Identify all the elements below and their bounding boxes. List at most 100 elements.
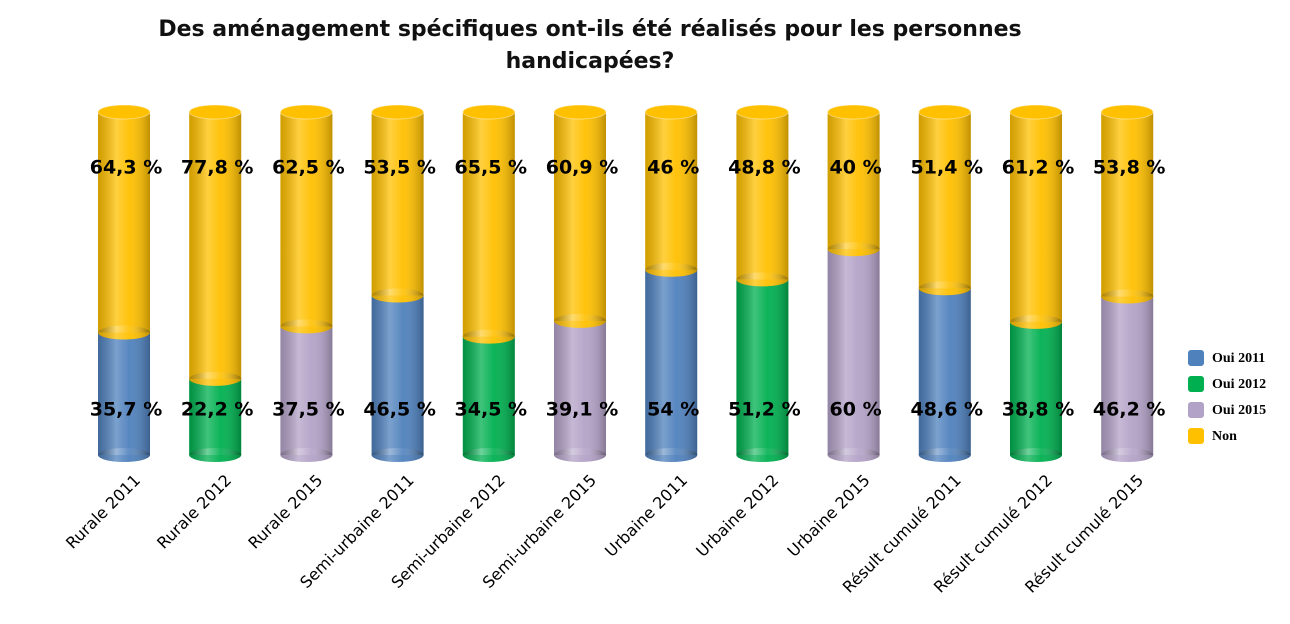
bar-segment [1100, 104, 1154, 304]
value-label: 39,1 % [546, 399, 619, 421]
bar-segment [735, 104, 789, 287]
value-label: 51,4 % [911, 157, 984, 179]
bar-segment [645, 269, 698, 462]
value-label: 62,5 % [272, 157, 345, 179]
x-tick-label: Urbaine 2011 [601, 471, 691, 561]
bar-segment [371, 295, 424, 462]
bar-segment [554, 320, 606, 462]
segment-shade [462, 112, 515, 337]
segment-bottom-shade [280, 448, 333, 462]
segment-shade [1010, 321, 1062, 455]
segment-shade [918, 112, 971, 289]
legend-swatch [1188, 350, 1204, 366]
segment-shade [827, 112, 880, 250]
x-tick-label: Rurale 2011 [62, 471, 144, 553]
segment-shade [1010, 112, 1062, 322]
segment-top [644, 104, 698, 120]
segment-bottom-shade [98, 325, 150, 340]
x-tick-label: Urbaine 2012 [692, 471, 782, 561]
bar-segment [189, 378, 242, 462]
segment-bottom-shade [736, 448, 789, 462]
bar-segment [827, 104, 881, 257]
value-label: 34,5 % [455, 399, 528, 421]
bar-segment [553, 104, 607, 328]
segment-top [918, 104, 972, 120]
x-tick-label: Rurale 2015 [244, 471, 326, 553]
segment-top [279, 104, 333, 120]
value-label: 61,2 % [1002, 157, 1075, 179]
value-label: 60,9 % [546, 157, 619, 179]
segment-shade [462, 336, 515, 455]
segment-bottom-shade [189, 448, 242, 462]
segment-bottom-shade [554, 448, 606, 462]
value-label: 54 % [647, 399, 699, 421]
segment-shade [280, 326, 333, 455]
x-tick-label: Rurale 2012 [153, 471, 235, 553]
segment-bottom-shade [371, 448, 424, 462]
segment-shade [918, 288, 971, 455]
segment-top [1100, 104, 1154, 120]
value-label: 35,7 % [90, 399, 163, 421]
segment-bottom-shade [1010, 448, 1062, 462]
segment-shade [189, 112, 242, 379]
segment-top [371, 104, 425, 120]
bar-segment [279, 104, 333, 334]
value-label: 53,8 % [1093, 157, 1166, 179]
x-tick-label: Urbaine 2015 [783, 471, 873, 561]
value-label: 46 % [647, 157, 699, 179]
segment-shade [736, 279, 789, 455]
segment-bottom-shade [827, 448, 880, 462]
segment-bottom-shade [645, 448, 698, 462]
segment-bottom-shade [462, 329, 515, 344]
segment-shade [98, 332, 150, 455]
segment-shade [98, 112, 150, 333]
segment-shade [736, 112, 789, 280]
bar-segment [918, 104, 972, 296]
segment-shade [554, 112, 606, 321]
bar-segment [462, 336, 515, 462]
value-label: 60 % [830, 399, 882, 421]
bar-segment [644, 104, 698, 277]
segment-bottom-shade [645, 262, 698, 277]
bar-segment [827, 249, 880, 462]
value-label: 46,2 % [1093, 399, 1166, 421]
segment-bottom-shade [462, 448, 515, 462]
segment-shade [371, 295, 424, 455]
segment-bottom-shade [1010, 314, 1062, 329]
value-label: 77,8 % [181, 157, 254, 179]
value-label: 64,3 % [90, 157, 163, 179]
segment-shade [280, 112, 333, 327]
value-label: 48,6 % [911, 399, 984, 421]
segment-shade [1101, 112, 1154, 297]
segment-bottom-shade [736, 272, 789, 287]
value-label: 38,8 % [1002, 399, 1075, 421]
bar-segment [188, 104, 242, 386]
legend-swatch [1188, 402, 1204, 418]
segment-bottom-shade [554, 313, 606, 328]
segment-bottom-shade [280, 319, 333, 334]
value-label: 48,8 % [728, 157, 801, 179]
segment-top [462, 104, 516, 120]
segment-top [553, 104, 607, 120]
value-label: 46,5 % [363, 399, 436, 421]
value-label: 53,5 % [363, 157, 436, 179]
bar-segment [1101, 296, 1154, 462]
chart-title: Des aménagement spécifiques ont-ils été … [158, 17, 1022, 74]
segment-bottom-shade [827, 242, 880, 257]
bar-segment [98, 332, 150, 462]
legend-label: Oui 2012 [1212, 377, 1266, 392]
segment-shade [189, 378, 242, 455]
value-label: 22,2 % [181, 399, 254, 421]
bar-segment [918, 288, 971, 462]
bar-segment [1010, 321, 1062, 462]
segment-top [188, 104, 242, 120]
legend-swatch [1188, 376, 1204, 392]
segment-shade [371, 112, 424, 296]
segment-top [827, 104, 881, 120]
value-label: 40 % [830, 157, 882, 179]
bar-segment [462, 104, 516, 344]
bar-segment [371, 104, 425, 303]
segment-bottom-shade [1101, 289, 1154, 304]
